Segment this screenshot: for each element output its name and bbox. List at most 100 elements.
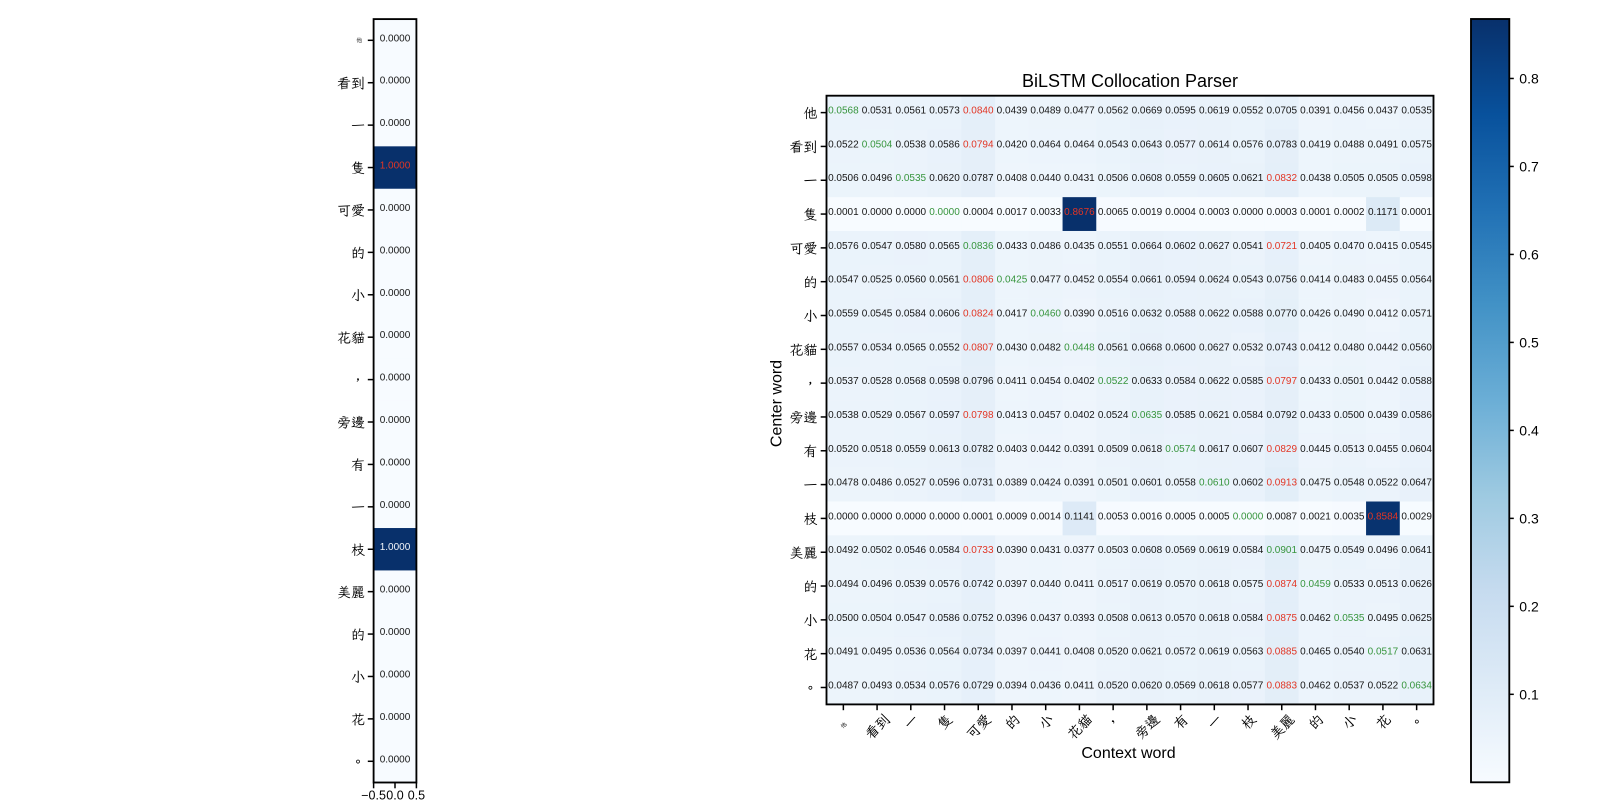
- svg-text:0.0577: 0.0577: [1165, 139, 1196, 150]
- svg-text:0.0431: 0.0431: [1030, 545, 1061, 556]
- svg-text:0.0000: 0.0000: [380, 118, 411, 129]
- svg-text:0.0540: 0.0540: [1334, 647, 1365, 658]
- svg-text:0.0576: 0.0576: [929, 680, 960, 691]
- svg-text:0.0605: 0.0605: [1199, 173, 1230, 184]
- svg-text:0.0520: 0.0520: [1098, 647, 1129, 658]
- svg-text:0.0391: 0.0391: [1064, 478, 1095, 489]
- svg-text:0.0602: 0.0602: [1233, 478, 1264, 489]
- svg-text:0.0561: 0.0561: [1098, 342, 1129, 353]
- svg-text:0.0448: 0.0448: [1064, 342, 1095, 353]
- svg-text:0.0731: 0.0731: [963, 478, 994, 489]
- svg-text:0.0504: 0.0504: [862, 139, 893, 150]
- svg-text:0.0500: 0.0500: [828, 613, 859, 624]
- svg-text:0.0586: 0.0586: [929, 613, 960, 624]
- svg-text:0.0397: 0.0397: [997, 647, 1028, 658]
- svg-text:0.0455: 0.0455: [1368, 275, 1399, 286]
- svg-text:0.0782: 0.0782: [963, 444, 994, 455]
- svg-text:0.0403: 0.0403: [997, 444, 1028, 455]
- svg-text:0.0572: 0.0572: [1165, 647, 1196, 658]
- svg-text:0.0455: 0.0455: [1368, 444, 1399, 455]
- svg-text:0.0571: 0.0571: [1401, 309, 1432, 320]
- svg-text:0.0531: 0.0531: [862, 106, 893, 117]
- svg-text:0.0397: 0.0397: [997, 579, 1028, 590]
- svg-text:0.0495: 0.0495: [1368, 613, 1399, 624]
- svg-text:0.0569: 0.0569: [1165, 680, 1196, 691]
- svg-text:0.0743: 0.0743: [1266, 342, 1297, 353]
- svg-text:0.0000: 0.0000: [380, 457, 411, 468]
- svg-text:0.0807: 0.0807: [963, 342, 994, 353]
- svg-text:1.0000: 1.0000: [380, 161, 411, 172]
- svg-text:0.0664: 0.0664: [1132, 241, 1163, 252]
- svg-text:0.0559: 0.0559: [896, 444, 927, 455]
- svg-text:0.0588: 0.0588: [1165, 309, 1196, 320]
- svg-text:0.0489: 0.0489: [1030, 106, 1061, 117]
- svg-text:0.0557: 0.0557: [828, 342, 859, 353]
- svg-text:0.0065: 0.0065: [1098, 207, 1129, 218]
- svg-text:0.0721: 0.0721: [1266, 241, 1297, 252]
- svg-text:0.0464: 0.0464: [1030, 139, 1061, 150]
- svg-text:0.0500: 0.0500: [1334, 410, 1365, 421]
- svg-text:BiLSTM Collocation Parser: BiLSTM Collocation Parser: [1022, 71, 1238, 91]
- svg-text:0.0729: 0.0729: [963, 680, 994, 691]
- svg-text:0.0517: 0.0517: [1368, 647, 1399, 658]
- svg-text:−0.5: −0.5: [361, 789, 386, 800]
- svg-text:0.0596: 0.0596: [929, 478, 960, 489]
- svg-text:0.0560: 0.0560: [896, 275, 927, 286]
- svg-text:0.0021: 0.0021: [1300, 511, 1331, 522]
- svg-text:0.0619: 0.0619: [1199, 545, 1230, 556]
- svg-text:0.0492: 0.0492: [828, 545, 859, 556]
- svg-text:0.0564: 0.0564: [1401, 275, 1432, 286]
- svg-text:0.0503: 0.0503: [1098, 545, 1129, 556]
- svg-text:0.0442: 0.0442: [1030, 444, 1061, 455]
- svg-text:0.0518: 0.0518: [862, 444, 893, 455]
- svg-text:0.0000: 0.0000: [380, 627, 411, 638]
- svg-text:0.0585: 0.0585: [1165, 410, 1196, 421]
- svg-text:0.0000: 0.0000: [380, 76, 411, 87]
- svg-text:0.0532: 0.0532: [1233, 342, 1264, 353]
- svg-text:0.0584: 0.0584: [1165, 376, 1196, 387]
- svg-text:0.0796: 0.0796: [963, 376, 994, 387]
- svg-text:0.0543: 0.0543: [1233, 275, 1264, 286]
- svg-text:0.0001: 0.0001: [1300, 207, 1331, 218]
- svg-text:0.0588: 0.0588: [1233, 309, 1264, 320]
- svg-text:0.0606: 0.0606: [929, 309, 960, 320]
- svg-text:0.0487: 0.0487: [828, 680, 859, 691]
- svg-text:0.0501: 0.0501: [1334, 376, 1365, 387]
- svg-text:0.0002: 0.0002: [1334, 207, 1365, 218]
- svg-text:0.0770: 0.0770: [1266, 309, 1297, 320]
- svg-text:0.0610: 0.0610: [1199, 478, 1230, 489]
- svg-text:0.0525: 0.0525: [862, 275, 893, 286]
- svg-text:0.0647: 0.0647: [1401, 478, 1432, 489]
- svg-text:0.0522: 0.0522: [1368, 680, 1399, 691]
- svg-text:0.0913: 0.0913: [1266, 478, 1297, 489]
- svg-text:0.0617: 0.0617: [1199, 444, 1230, 455]
- svg-text:0.0565: 0.0565: [929, 241, 960, 252]
- svg-text:0.0559: 0.0559: [1165, 173, 1196, 184]
- svg-text:0.0541: 0.0541: [1233, 241, 1264, 252]
- svg-text:0.0604: 0.0604: [1401, 444, 1432, 455]
- svg-text:0.0396: 0.0396: [997, 613, 1028, 624]
- svg-text:0.0594: 0.0594: [1165, 275, 1196, 286]
- svg-text:0.0577: 0.0577: [1233, 680, 1264, 691]
- svg-text:0.0000: 0.0000: [380, 203, 411, 214]
- svg-text:0.0595: 0.0595: [1165, 106, 1196, 117]
- svg-text:0.0787: 0.0787: [963, 173, 994, 184]
- svg-text:0.0493: 0.0493: [862, 680, 893, 691]
- svg-text:0.0522: 0.0522: [1098, 376, 1129, 387]
- svg-text:0.0522: 0.0522: [828, 139, 859, 150]
- svg-text:0.6: 0.6: [1519, 247, 1539, 263]
- svg-text:0.0496: 0.0496: [862, 173, 893, 184]
- svg-text:0.0442: 0.0442: [1368, 342, 1399, 353]
- svg-text:0.0475: 0.0475: [1300, 478, 1331, 489]
- svg-text:0.0000: 0.0000: [380, 754, 411, 765]
- svg-text:0.1: 0.1: [1519, 686, 1539, 702]
- svg-text:0.0000: 0.0000: [380, 245, 411, 256]
- svg-text:0.0465: 0.0465: [1300, 647, 1331, 658]
- svg-text:0.0435: 0.0435: [1064, 241, 1095, 252]
- svg-text:0.0505: 0.0505: [1368, 173, 1399, 184]
- svg-text:0.0624: 0.0624: [1199, 275, 1230, 286]
- svg-text:0.0524: 0.0524: [1098, 410, 1129, 421]
- svg-text:0.0601: 0.0601: [1132, 478, 1163, 489]
- svg-text:0.0538: 0.0538: [896, 139, 927, 150]
- svg-text:0.0534: 0.0534: [862, 342, 893, 353]
